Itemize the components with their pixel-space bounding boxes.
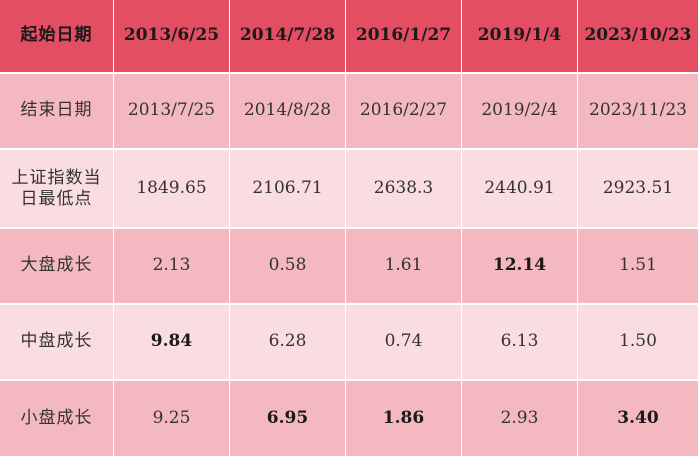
table-cell: 0.74 [346, 305, 462, 381]
table-cell: 2923.51 [578, 150, 698, 229]
table-cell: 2013/7/25 [114, 74, 230, 150]
row-label-index-low: 上证指数当日最低点 [0, 150, 114, 229]
table-cell: 6.28 [230, 305, 346, 381]
table-cell: 2.13 [114, 229, 230, 305]
table-cell: 2014/8/28 [230, 74, 346, 150]
table-cell-max: 9.84 [114, 305, 230, 381]
table-cell-max: 6.95 [230, 381, 346, 458]
table-cell: 2638.3 [346, 150, 462, 229]
header-date: 2023/10/23 [578, 0, 698, 74]
table-cell: 2440.91 [462, 150, 578, 229]
header-date: 2019/1/4 [462, 0, 578, 74]
table-cell: 1.51 [578, 229, 698, 305]
row-label-small-growth: 小盘成长 [0, 381, 114, 458]
table-cell: 2.93 [462, 381, 578, 458]
header-label: 起始日期 [0, 0, 114, 74]
header-date: 2013/6/25 [114, 0, 230, 74]
table-cell: 1849.65 [114, 150, 230, 229]
row-label-large-growth: 大盘成长 [0, 229, 114, 305]
table-cell: 6.13 [462, 305, 578, 381]
table-cell: 9.25 [114, 381, 230, 458]
table-cell: 1.61 [346, 229, 462, 305]
row-label-mid-growth: 中盘成长 [0, 305, 114, 381]
table-cell: 2016/2/27 [346, 74, 462, 150]
table-cell-max: 3.40 [578, 381, 698, 458]
table-cell-max: 12.14 [462, 229, 578, 305]
header-date: 2014/7/28 [230, 0, 346, 74]
table-cell-max: 1.86 [346, 381, 462, 458]
table-cell: 2019/2/4 [462, 74, 578, 150]
table-cell: 2106.71 [230, 150, 346, 229]
table-cell: 2023/11/23 [578, 74, 698, 150]
row-label-end-date: 结束日期 [0, 74, 114, 150]
table-cell: 1.50 [578, 305, 698, 381]
table-cell: 0.58 [230, 229, 346, 305]
header-date: 2016/1/27 [346, 0, 462, 74]
